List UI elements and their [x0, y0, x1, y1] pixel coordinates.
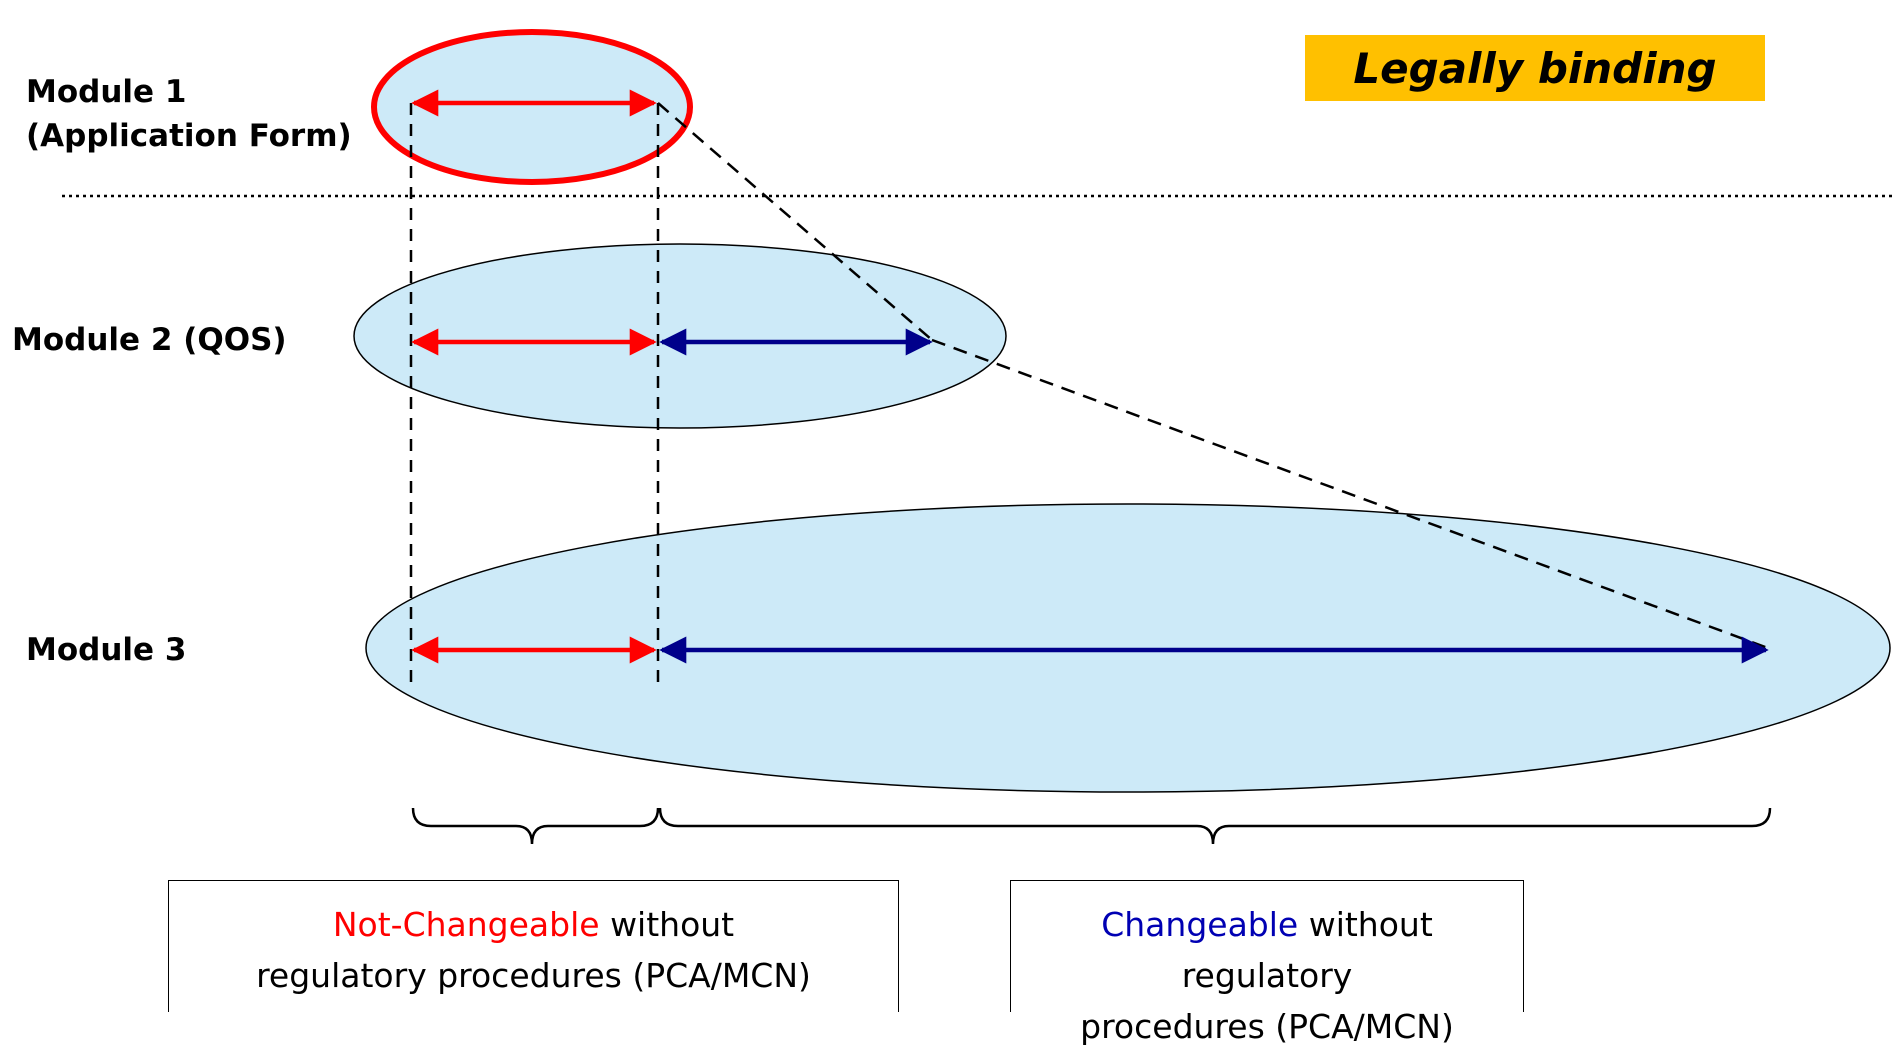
expansion-line-lower — [931, 338, 1769, 650]
changeable-highlight: Changeable — [1101, 905, 1299, 944]
note-not-changeable-line2: regulatory procedures (PCA/MCN) — [256, 956, 811, 995]
brace-changeable — [658, 807, 1772, 845]
not-changeable-highlight: Not-Changeable — [332, 905, 600, 944]
module-2-ellipse — [353, 243, 1007, 429]
note-changeable-line2: procedures (PCA/MCN) — [1080, 1007, 1454, 1046]
module-1-label: Module 1 (Application Form) — [26, 70, 352, 158]
note-changeable-rest: without regulatory — [1181, 905, 1433, 995]
note-not-changeable-line1: Not-Changeable without — [169, 899, 898, 950]
module-2-label: Module 2 (QOS) — [12, 322, 287, 358]
note-changeable-line1: Changeable without regulatory — [1011, 899, 1523, 1001]
module-1-title: Module 1 — [26, 74, 187, 110]
legally-binding-badge: Legally binding — [1305, 35, 1765, 101]
module-1-ellipse — [371, 29, 693, 185]
scope-diagram — [62, 29, 1895, 845]
brace-not-changeable — [411, 807, 660, 845]
note-not-changeable-rest: without — [599, 905, 735, 944]
module-3-label: Module 3 — [26, 632, 187, 668]
note-not-changeable: Not-Changeable without regulatory proced… — [168, 880, 899, 1012]
note-changeable: Changeable without regulatory procedures… — [1010, 880, 1524, 1046]
module-1-subtitle: (Application Form) — [26, 118, 352, 154]
expansion-line-upper — [657, 102, 933, 341]
